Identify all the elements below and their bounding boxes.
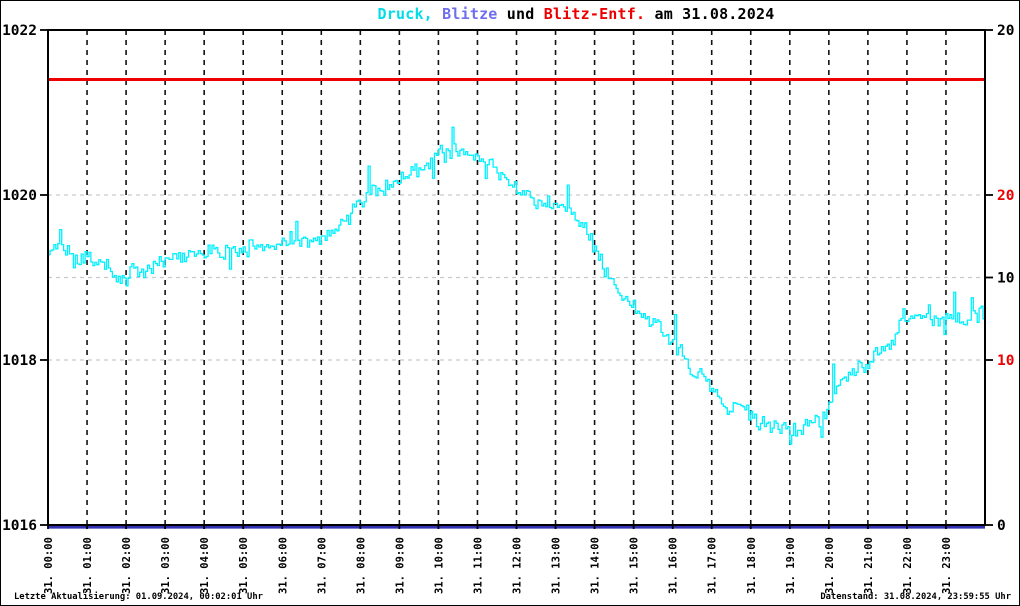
right-axis-red-label: 20 [997, 188, 1014, 204]
x-axis-label: 31. 20:00 [824, 537, 836, 594]
x-axis-label: 31. 15:00 [629, 537, 641, 594]
x-axis-label: 31. 05:00 [238, 537, 250, 594]
footer-data-timestamp: Datenstand: 31.08.2024, 23:59:55 Uhr [820, 592, 1011, 602]
x-axis-label: 31. 16:00 [668, 537, 680, 594]
x-axis-label: 31. 18:00 [746, 537, 758, 594]
x-axis-label: 31. 11:00 [472, 537, 484, 594]
x-axis-label: 31. 23:00 [941, 537, 953, 594]
right-axis-red-label: 10 [997, 353, 1014, 369]
x-axis-label: 31. 00:00 [43, 537, 55, 594]
right-axis-black-label: 0 [997, 518, 1006, 534]
druck-pressure-series-line [48, 126, 986, 445]
x-axis-label: 31. 10:00 [433, 537, 445, 594]
x-axis-label: 31. 17:00 [707, 537, 719, 594]
left-axis-label: 1016 [2, 518, 37, 534]
footer-last-update: Letzte Aktualisierung: 01.09.2024, 00:02… [14, 591, 263, 602]
x-axis-label: 31. 08:00 [355, 537, 367, 594]
right-axis-black-label: 20 [997, 23, 1014, 39]
x-axis-label: 31. 21:00 [863, 537, 875, 594]
left-axis-label: 1022 [2, 23, 37, 39]
gridlines [48, 30, 985, 525]
x-axis-label: 31. 01:00 [82, 537, 94, 594]
x-axis-label: 31. 12:00 [512, 537, 524, 594]
axis-labels: 1022 1020 1018 1016 20 10 0 20 10 31. 00:00 31. 01… [2, 23, 1014, 594]
x-axis-label: 31. 03:00 [160, 537, 172, 594]
left-axis-label: 1018 [2, 353, 37, 369]
x-axis-label: 31. 22:00 [902, 537, 914, 594]
x-axis-label: 31. 02:00 [121, 537, 133, 594]
right-axis-black-label: 10 [997, 271, 1014, 287]
x-axis-label: 31. 06:00 [277, 537, 289, 594]
x-axis-label: 31. 14:00 [590, 537, 602, 594]
x-axis-label: 31. 13:00 [551, 537, 563, 594]
chart-title: Druck, Blitze und Blitz-Entf. am 31.08.2… [378, 5, 775, 23]
x-axis-label: 31. 04:00 [199, 537, 211, 594]
x-axis-label: 31. 07:00 [316, 537, 328, 594]
x-axis-label: 31. 09:00 [394, 537, 406, 594]
x-axis-label: 31. 19:00 [785, 537, 797, 594]
left-axis-label: 1020 [2, 188, 37, 204]
